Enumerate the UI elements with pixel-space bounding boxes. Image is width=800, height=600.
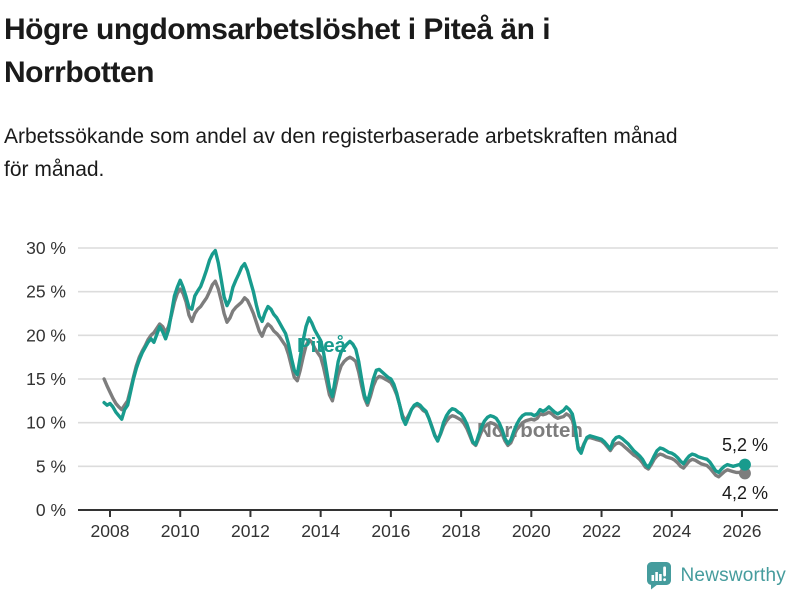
x-tick-label: 2024: [652, 521, 691, 541]
y-tick-label: 20 %: [26, 325, 66, 345]
page-title-line-1: Högre ungdomsarbetslöshet i Piteå än i: [4, 13, 551, 46]
x-tick-label: 2026: [723, 521, 762, 541]
exclamation-glyph: [662, 566, 666, 577]
y-tick-label: 5 %: [36, 456, 66, 476]
bar-chart-glyph: [651, 575, 654, 581]
end-value-label-norrbotten: 4,2 %: [722, 483, 768, 503]
series-label-pite: Piteå: [297, 334, 347, 357]
y-tick-label: 15 %: [26, 369, 66, 389]
x-tick-label: 2014: [301, 521, 340, 541]
y-tick-label: 0 %: [36, 500, 66, 520]
chart-subtitle: Arbetssökande som andel av den registerb…: [4, 120, 790, 186]
x-tick-label: 2008: [91, 521, 130, 541]
end-value-label-pite: 5,2 %: [722, 435, 768, 455]
page-title: Högre ungdomsarbetslöshet i Piteå än i N…: [4, 8, 784, 94]
y-tick-label: 25 %: [26, 282, 66, 302]
x-tick-label: 2022: [582, 521, 621, 541]
series-end-dot-pite: [738, 458, 751, 471]
x-tick-label: 2012: [231, 521, 270, 541]
series-end-dot-norrbotten: [738, 467, 751, 480]
series-label-norrbotten: Norrbotten: [477, 419, 583, 442]
newsworthy-wordmark: Newsworthy: [680, 564, 786, 586]
newsworthy-icon: [646, 562, 671, 590]
x-tick-label: 2010: [161, 521, 200, 541]
y-tick-label: 10 %: [26, 413, 66, 433]
page-title-line-2: Norrbotten: [4, 56, 154, 89]
x-tick-label: 2020: [512, 521, 551, 541]
newsworthy-logo: Newsworthy: [646, 561, 786, 590]
series-line-pite: [102, 248, 747, 475]
y-tick-label: 30 %: [26, 238, 66, 258]
chart-subtitle-line-1: Arbetssökande som andel av den registerb…: [4, 125, 678, 148]
x-tick-label: 2016: [371, 521, 410, 541]
x-tick-label: 2018: [442, 521, 481, 541]
chart-subtitle-line-2: för månad.: [4, 158, 105, 181]
